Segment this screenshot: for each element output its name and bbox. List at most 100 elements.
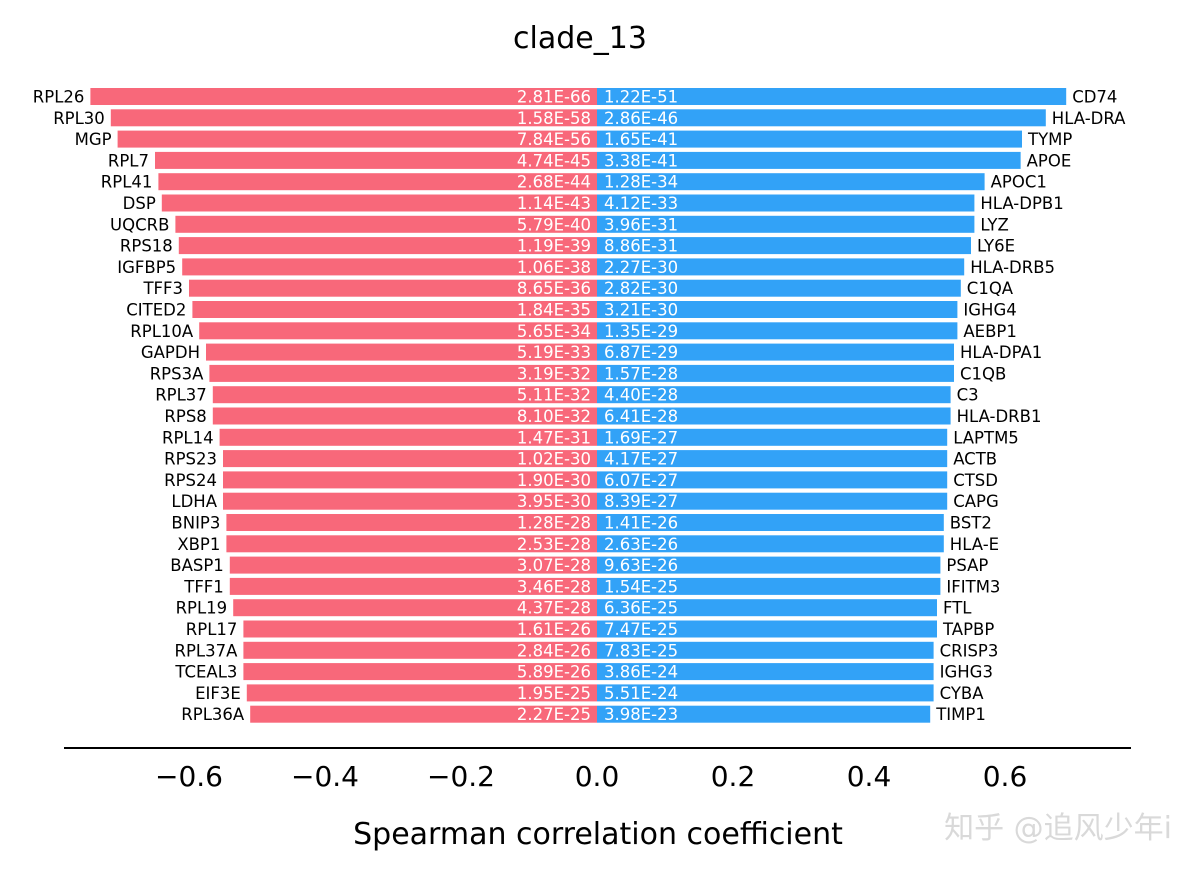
x-axis-title: Spearman correlation coefficient (353, 817, 843, 852)
bar-neg-rpl14 (219, 428, 597, 446)
pvalue-label-pos: 1.69E-27 (604, 428, 678, 447)
gene-label-pos: HLA-DPA1 (960, 343, 1042, 362)
pvalue-label-neg: 5.19E-33 (517, 343, 591, 362)
pvalue-label-pos: 1.41E-26 (604, 514, 678, 533)
bar-pos-aebp1 (597, 322, 958, 340)
gene-label-pos: HLA-DRB5 (970, 258, 1055, 277)
gene-label-neg: RPL7 (108, 151, 149, 170)
pvalue-label-neg: 8.65E-36 (517, 279, 591, 298)
bar-neg-rpl19 (233, 599, 597, 617)
bar-pos-c3 (597, 386, 951, 404)
gene-label-neg: RPL17 (186, 620, 238, 639)
pvalue-label-pos: 1.28E-34 (604, 173, 678, 192)
watermark: 知乎 @追风少年i (944, 811, 1172, 846)
gene-label-neg: RPL19 (176, 599, 228, 618)
pvalue-label-pos: 3.38E-41 (604, 151, 678, 170)
x-axis-ticks: −0.6 −0.4 −0.2 0.0 0.2 0.4 0.6 (155, 760, 1027, 793)
pvalue-label-neg: 2.27E-25 (517, 705, 591, 724)
gene-label-pos: LYZ (980, 215, 1008, 234)
bar-neg-rpl17 (243, 620, 597, 638)
bar-neg-rps24 (223, 471, 597, 489)
gene-label-neg: RPL14 (162, 428, 214, 447)
bar-neg-bnip3 (226, 514, 597, 531)
bar-pos-hla-dra (597, 109, 1046, 127)
pvalue-label-neg: 1.61E-26 (517, 620, 591, 639)
pvalue-label-pos: 1.65E-41 (604, 130, 678, 149)
bar-neg-cited2 (192, 301, 597, 318)
gene-label-pos: C3 (957, 386, 979, 405)
bar-pos-hla-drb1 (597, 407, 951, 425)
gene-label-neg: TCEAL3 (174, 663, 237, 682)
bar-pos-capg (597, 492, 948, 510)
pvalue-label-pos: 8.86E-31 (604, 237, 678, 256)
bar-neg-rpl37 (212, 386, 598, 404)
pvalue-label-pos: 3.98E-23 (604, 705, 678, 724)
pvalue-label-pos: 1.57E-28 (604, 364, 678, 383)
gene-label-pos: TAPBP (942, 620, 994, 639)
gene-label-neg: BASP1 (170, 556, 224, 575)
bar-neg-rpl7 (155, 151, 597, 169)
chart-title: clade_13 (513, 21, 647, 56)
pvalue-label-pos: 5.51E-24 (604, 684, 678, 703)
bar-pos-tapbp (597, 620, 937, 638)
bar-pos-c1qb (597, 364, 954, 382)
bar-pos-timp1 (597, 705, 931, 723)
pvalue-label-pos: 4.40E-28 (604, 386, 678, 405)
gene-label-pos: AEBP1 (963, 322, 1016, 341)
gene-label-neg: TFF1 (183, 577, 224, 596)
negative-bars (90, 88, 598, 723)
bar-neg-gapdh (206, 343, 597, 361)
bar-pos-bst2 (597, 514, 944, 531)
pvalue-label-neg: 1.95E-25 (517, 684, 591, 703)
gene-label-pos: CTSD (953, 471, 998, 490)
bar-neg-basp1 (229, 556, 598, 574)
bar-pos-hla-e (597, 535, 944, 553)
gene-label-neg: RPL41 (101, 173, 153, 192)
bar-neg-dsp (161, 194, 598, 212)
gene-label-pos: CD74 (1072, 88, 1117, 107)
pvalue-label-neg: 3.95E-30 (517, 492, 591, 511)
pvalue-label-pos: 4.12E-33 (604, 194, 678, 213)
gene-label-pos: C1QB (960, 364, 1006, 383)
gene-label-pos: HLA-E (950, 535, 999, 554)
pvalue-label-pos: 2.27E-30 (604, 258, 678, 277)
pvalue-label-pos: 9.63E-26 (604, 556, 678, 575)
pvalue-label-neg: 4.74E-45 (517, 151, 591, 170)
gene-label-neg: RPS3A (150, 364, 204, 383)
bar-pos-lyz (597, 215, 975, 233)
gene-label-pos: APOC1 (991, 173, 1047, 192)
gene-label-neg: RPS24 (164, 471, 217, 490)
bar-neg-tff1 (229, 577, 598, 595)
pvalue-label-neg: 2.81E-66 (517, 88, 591, 107)
pvalue-label-neg: 1.19E-39 (517, 237, 591, 256)
gene-label-pos: HLA-DRA (1052, 109, 1126, 128)
x-tick-label: −0.4 (291, 760, 359, 793)
x-tick-label: −0.6 (155, 760, 223, 793)
pvalue-label-pos: 3.21E-30 (604, 301, 678, 320)
pvalue-label-neg: 7.84E-56 (517, 130, 591, 149)
pvalue-label-neg: 4.37E-28 (517, 599, 591, 618)
gene-label-neg: XBP1 (177, 535, 220, 554)
gene-label-neg: RPL10A (130, 322, 194, 341)
gene-label-pos: HLA-DPB1 (980, 194, 1063, 213)
bar-pos-crisp3 (597, 641, 934, 659)
gene-label-neg: GAPDH (141, 343, 200, 362)
pvalue-label-neg: 5.11E-32 (517, 386, 591, 405)
gene-label-neg: IGFBP5 (117, 258, 176, 277)
bar-neg-rpl30 (110, 109, 598, 127)
gene-label-pos: LAPTM5 (953, 428, 1019, 447)
bar-neg-rps8 (212, 407, 598, 425)
bar-neg-uqcrb (175, 215, 597, 233)
bar-neg-eif3e (246, 684, 598, 702)
gene-label-neg: RPL26 (33, 88, 85, 107)
gene-label-pos: IGHG3 (940, 663, 993, 682)
pvalue-label-pos: 3.96E-31 (604, 215, 678, 234)
gene-label-neg: RPL37A (175, 641, 239, 660)
gene-label-pos: CYBA (940, 684, 985, 703)
bar-pos-hla-dpb1 (597, 194, 975, 212)
gene-label-pos: CRISP3 (940, 641, 999, 660)
pvalue-label-pos: 6.07E-27 (604, 471, 678, 490)
pvalue-label-neg: 5.65E-34 (517, 322, 591, 341)
pvalue-label-neg: 1.84E-35 (517, 301, 591, 320)
